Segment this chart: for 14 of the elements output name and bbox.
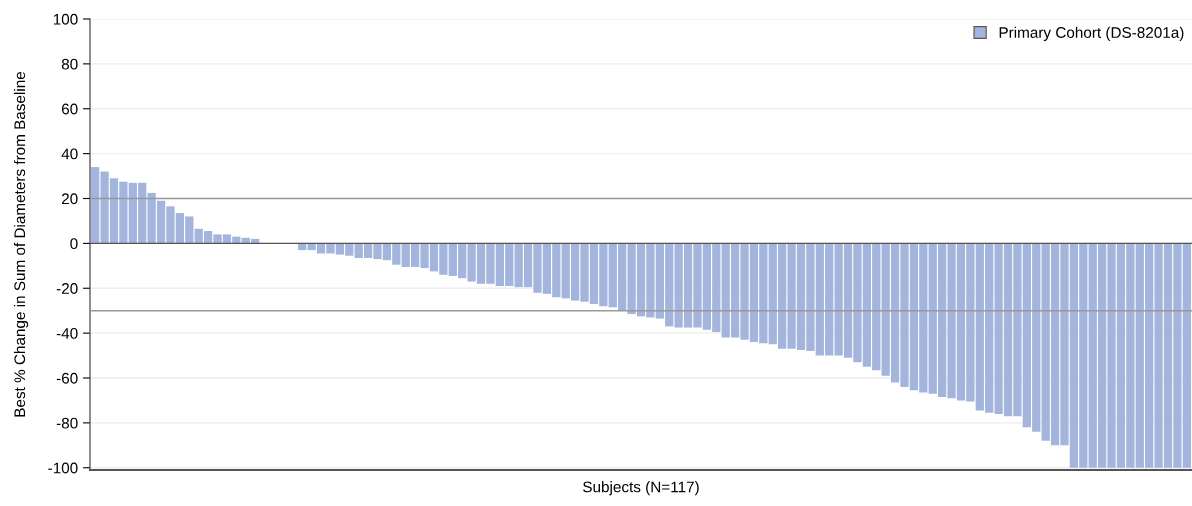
y-tick-label: -60 — [56, 372, 78, 384]
y-tick-label: 80 — [61, 58, 78, 70]
y-tick-label: 100 — [53, 13, 78, 25]
y-axis-title: Best % Change in Sum of Diameters from Baseline — [13, 71, 29, 417]
y-tick-label: 20 — [61, 193, 78, 205]
legend-label: Primary Cohort (DS-8201a) — [999, 26, 1184, 41]
y-tick-label: 40 — [61, 148, 78, 160]
y-tick-label: -40 — [56, 328, 78, 339]
y-tick-label: -80 — [56, 417, 78, 429]
x-axis-title: Subjects (N=117) — [583, 481, 699, 496]
y-tick-label: 60 — [61, 103, 78, 115]
y-tick-label: -20 — [56, 283, 78, 294]
y-tick-label: 0 — [70, 238, 78, 250]
y-tick-label: -100 — [48, 462, 78, 474]
